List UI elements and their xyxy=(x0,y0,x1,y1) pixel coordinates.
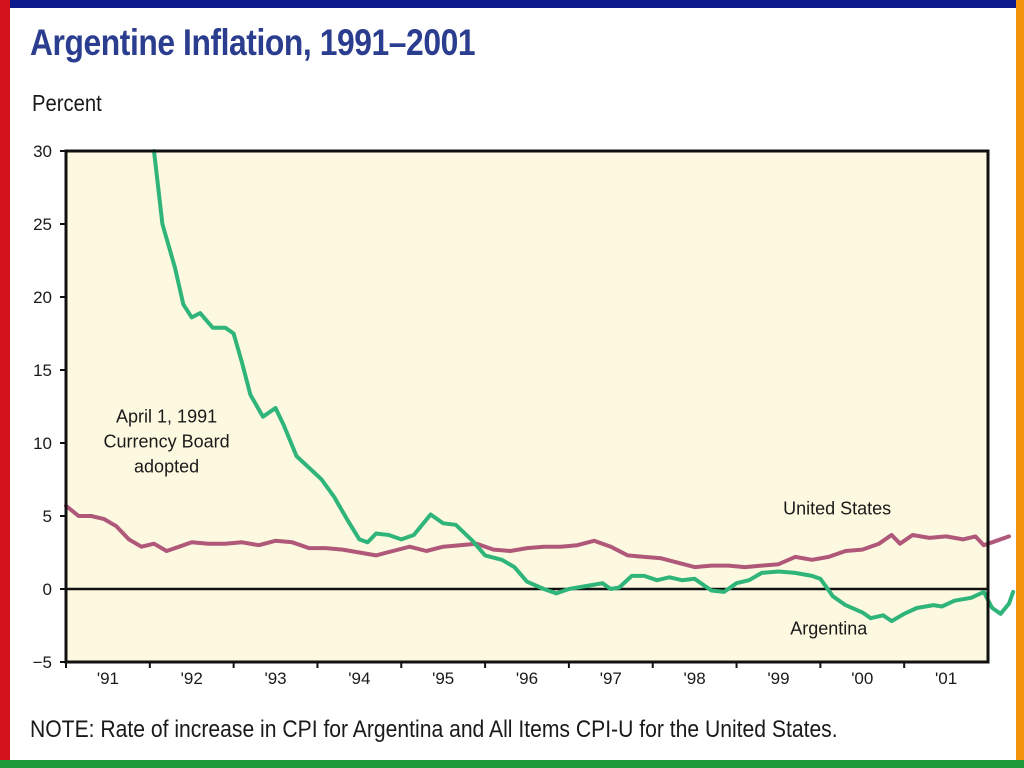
y-tick-label: 10 xyxy=(33,434,52,453)
y-tick-label: 5 xyxy=(43,507,52,526)
series-label-argentina: Argentina xyxy=(790,618,868,638)
annotation-text: April 1, 1991 xyxy=(116,407,217,427)
y-tick-label: 30 xyxy=(33,142,52,161)
series-label-united-states: United States xyxy=(783,499,891,519)
left-border-bar xyxy=(0,0,10,768)
chart-title: Argentine Inflation, 1991–2001 xyxy=(30,22,476,63)
x-tick-label: '01 xyxy=(935,669,957,688)
chart-note: NOTE: Rate of increase in CPI for Argent… xyxy=(30,716,838,743)
x-tick-label: '96 xyxy=(516,669,538,688)
series-line-united-states xyxy=(64,503,1011,570)
x-tick-label: '97 xyxy=(600,669,622,688)
top-border-bar xyxy=(0,0,1024,8)
annotation-text: adopted xyxy=(134,457,199,477)
x-tick-label: '95 xyxy=(432,669,454,688)
y-axis-label: Percent xyxy=(32,90,102,116)
x-tick-label: '00 xyxy=(851,669,873,688)
bottom-border-bar xyxy=(0,760,1024,768)
y-tick-label: 15 xyxy=(33,361,52,380)
x-tick-label: '93 xyxy=(264,669,286,688)
right-border-bar xyxy=(1016,0,1024,768)
y-tick-label: 25 xyxy=(33,215,52,234)
x-tick-label: '98 xyxy=(684,669,706,688)
y-tick-label: 0 xyxy=(43,580,52,599)
x-tick-label: '99 xyxy=(767,669,789,688)
y-tick-label: 20 xyxy=(33,288,52,307)
x-tick-label: '91 xyxy=(97,669,119,688)
series-line-argentina xyxy=(152,149,1016,624)
x-tick-label: '92 xyxy=(181,669,203,688)
plot-frame xyxy=(64,149,990,664)
x-tick-label: '94 xyxy=(348,669,370,688)
annotation-text: Currency Board xyxy=(104,432,230,452)
y-tick-label: −5 xyxy=(33,653,52,672)
plot-background xyxy=(66,151,988,662)
